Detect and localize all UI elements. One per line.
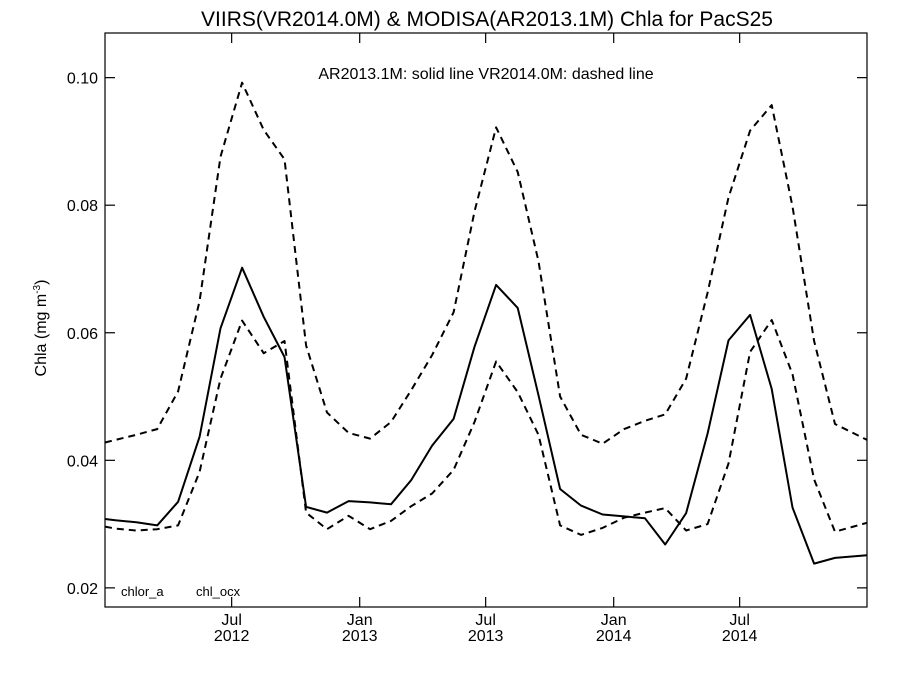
bottom-label-chl-ocx: chl_ocx [196,584,241,599]
y-ticks: 0.02 0.04 0.06 0.08 0.10 [67,71,867,598]
x-tick-year-2: 2013 [468,628,504,645]
x-tick-year-1: 2013 [342,628,378,645]
x-tick-month-2: Jul [475,612,495,629]
x-tick-year-3: 2014 [596,628,632,645]
y-axis-label-main: Chla (mg m [33,294,50,377]
y-tick-label-3: 0.08 [67,198,98,215]
x-tick-month-0: Jul [221,612,241,629]
x-tick-month-1: Jan [347,612,373,629]
y-axis-label-close: ) [33,280,50,285]
series-lines [104,81,868,565]
y-tick-label-1: 0.04 [67,453,98,470]
y-tick-label-4: 0.10 [67,71,98,88]
x-tick-year-4: 2014 [722,628,758,645]
series-line-2-dashed [104,319,868,536]
series-line-0-solid [104,266,868,565]
y-tick-label-2: 0.06 [67,326,98,343]
y-tick-label-0: 0.02 [67,581,98,598]
plot-frame [104,32,868,608]
y-axis-label-superscript: -3 [32,284,43,293]
line-style-annotation: AR2013.1M: solid line VR2014.0M: dashed … [318,66,653,83]
y-axis-label: Chla (mg m-3) [32,280,50,377]
x-tick-month-4: Jul [729,612,749,629]
bottom-label-chlor-a: chlor_a [121,584,164,599]
chart-title: VIIRS(VR2014.0M) & MODISA(AR2013.1M) Chl… [201,8,773,31]
x-tick-month-3: Jan [601,612,627,629]
x-tick-year-0: 2012 [214,628,250,645]
